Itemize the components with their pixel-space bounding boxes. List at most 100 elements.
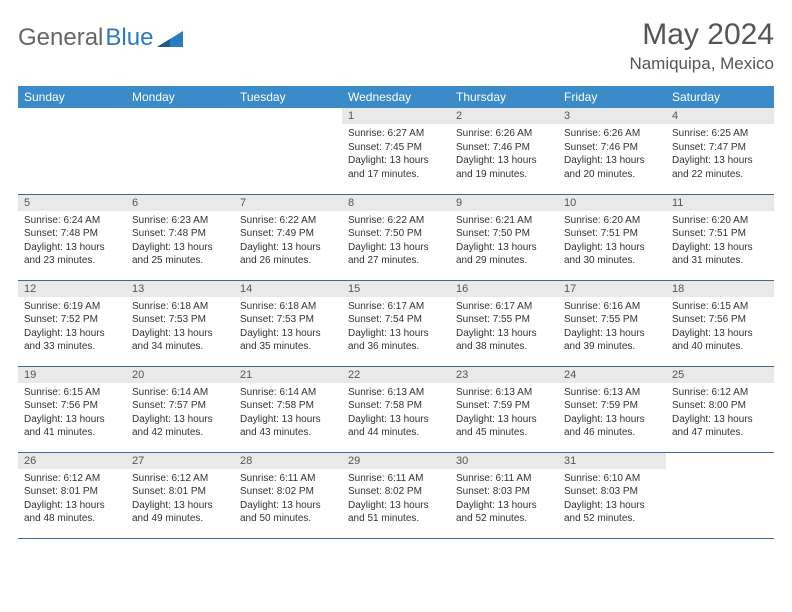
calendar-cell: 13Sunrise: 6:18 AMSunset: 7:53 PMDayligh… bbox=[126, 280, 234, 366]
day-details: Sunrise: 6:20 AMSunset: 7:51 PMDaylight:… bbox=[558, 211, 666, 270]
day-number: 16 bbox=[450, 281, 558, 297]
calendar-cell: 31Sunrise: 6:10 AMSunset: 8:03 PMDayligh… bbox=[558, 452, 666, 538]
calendar-cell: 22Sunrise: 6:13 AMSunset: 7:58 PMDayligh… bbox=[342, 366, 450, 452]
day-header: Saturday bbox=[666, 86, 774, 108]
calendar-cell: 18Sunrise: 6:15 AMSunset: 7:56 PMDayligh… bbox=[666, 280, 774, 366]
day-number bbox=[18, 108, 126, 124]
calendar-week-row: 1Sunrise: 6:27 AMSunset: 7:45 PMDaylight… bbox=[18, 108, 774, 194]
calendar-cell: 23Sunrise: 6:13 AMSunset: 7:59 PMDayligh… bbox=[450, 366, 558, 452]
day-details: Sunrise: 6:11 AMSunset: 8:03 PMDaylight:… bbox=[450, 469, 558, 528]
day-details: Sunrise: 6:11 AMSunset: 8:02 PMDaylight:… bbox=[234, 469, 342, 528]
day-number: 4 bbox=[666, 108, 774, 124]
calendar-cell: 26Sunrise: 6:12 AMSunset: 8:01 PMDayligh… bbox=[18, 452, 126, 538]
day-number: 10 bbox=[558, 195, 666, 211]
day-number: 13 bbox=[126, 281, 234, 297]
month-title: May 2024 bbox=[629, 18, 774, 52]
calendar-cell: 6Sunrise: 6:23 AMSunset: 7:48 PMDaylight… bbox=[126, 194, 234, 280]
calendar-cell: 27Sunrise: 6:12 AMSunset: 8:01 PMDayligh… bbox=[126, 452, 234, 538]
day-number: 14 bbox=[234, 281, 342, 297]
calendar-cell: 2Sunrise: 6:26 AMSunset: 7:46 PMDaylight… bbox=[450, 108, 558, 194]
brand-part2: Blue bbox=[105, 24, 153, 52]
calendar-cell: 25Sunrise: 6:12 AMSunset: 8:00 PMDayligh… bbox=[666, 366, 774, 452]
day-details: Sunrise: 6:13 AMSunset: 7:58 PMDaylight:… bbox=[342, 383, 450, 442]
calendar-cell: 8Sunrise: 6:22 AMSunset: 7:50 PMDaylight… bbox=[342, 194, 450, 280]
calendar-cell: 28Sunrise: 6:11 AMSunset: 8:02 PMDayligh… bbox=[234, 452, 342, 538]
logo-triangle-icon bbox=[157, 29, 183, 47]
day-details: Sunrise: 6:15 AMSunset: 7:56 PMDaylight:… bbox=[666, 297, 774, 356]
day-number: 18 bbox=[666, 281, 774, 297]
calendar-cell: 30Sunrise: 6:11 AMSunset: 8:03 PMDayligh… bbox=[450, 452, 558, 538]
day-number bbox=[666, 453, 774, 469]
day-number: 27 bbox=[126, 453, 234, 469]
calendar-cell: 24Sunrise: 6:13 AMSunset: 7:59 PMDayligh… bbox=[558, 366, 666, 452]
location-subtitle: Namiquipa, Mexico bbox=[629, 54, 774, 74]
day-number: 7 bbox=[234, 195, 342, 211]
day-details: Sunrise: 6:17 AMSunset: 7:55 PMDaylight:… bbox=[450, 297, 558, 356]
day-number: 15 bbox=[342, 281, 450, 297]
day-details: Sunrise: 6:24 AMSunset: 7:48 PMDaylight:… bbox=[18, 211, 126, 270]
day-number: 17 bbox=[558, 281, 666, 297]
day-details: Sunrise: 6:12 AMSunset: 8:01 PMDaylight:… bbox=[126, 469, 234, 528]
day-number: 19 bbox=[18, 367, 126, 383]
day-number bbox=[234, 108, 342, 124]
day-details: Sunrise: 6:13 AMSunset: 7:59 PMDaylight:… bbox=[558, 383, 666, 442]
calendar-cell: 29Sunrise: 6:11 AMSunset: 8:02 PMDayligh… bbox=[342, 452, 450, 538]
day-details: Sunrise: 6:10 AMSunset: 8:03 PMDaylight:… bbox=[558, 469, 666, 528]
calendar-cell: 21Sunrise: 6:14 AMSunset: 7:58 PMDayligh… bbox=[234, 366, 342, 452]
calendar-head: SundayMondayTuesdayWednesdayThursdayFrid… bbox=[18, 86, 774, 108]
day-details: Sunrise: 6:17 AMSunset: 7:54 PMDaylight:… bbox=[342, 297, 450, 356]
day-header: Friday bbox=[558, 86, 666, 108]
calendar-cell: 20Sunrise: 6:14 AMSunset: 7:57 PMDayligh… bbox=[126, 366, 234, 452]
day-details: Sunrise: 6:12 AMSunset: 8:00 PMDaylight:… bbox=[666, 383, 774, 442]
day-number: 21 bbox=[234, 367, 342, 383]
day-number: 26 bbox=[18, 453, 126, 469]
day-details: Sunrise: 6:22 AMSunset: 7:49 PMDaylight:… bbox=[234, 211, 342, 270]
page-header: GeneralBlue May 2024 Namiquipa, Mexico bbox=[18, 18, 774, 74]
day-number: 5 bbox=[18, 195, 126, 211]
day-number: 2 bbox=[450, 108, 558, 124]
day-details: Sunrise: 6:22 AMSunset: 7:50 PMDaylight:… bbox=[342, 211, 450, 270]
calendar-body: 1Sunrise: 6:27 AMSunset: 7:45 PMDaylight… bbox=[18, 108, 774, 538]
calendar-cell bbox=[234, 108, 342, 194]
day-details: Sunrise: 6:25 AMSunset: 7:47 PMDaylight:… bbox=[666, 124, 774, 183]
day-details: Sunrise: 6:11 AMSunset: 8:02 PMDaylight:… bbox=[342, 469, 450, 528]
calendar-cell: 10Sunrise: 6:20 AMSunset: 7:51 PMDayligh… bbox=[558, 194, 666, 280]
day-details: Sunrise: 6:12 AMSunset: 8:01 PMDaylight:… bbox=[18, 469, 126, 528]
day-details: Sunrise: 6:26 AMSunset: 7:46 PMDaylight:… bbox=[450, 124, 558, 183]
calendar-cell: 1Sunrise: 6:27 AMSunset: 7:45 PMDaylight… bbox=[342, 108, 450, 194]
day-details: Sunrise: 6:20 AMSunset: 7:51 PMDaylight:… bbox=[666, 211, 774, 270]
day-header: Thursday bbox=[450, 86, 558, 108]
calendar-cell: 19Sunrise: 6:15 AMSunset: 7:56 PMDayligh… bbox=[18, 366, 126, 452]
calendar-cell: 16Sunrise: 6:17 AMSunset: 7:55 PMDayligh… bbox=[450, 280, 558, 366]
calendar-cell bbox=[126, 108, 234, 194]
day-number: 3 bbox=[558, 108, 666, 124]
brand-part1: General bbox=[18, 24, 103, 52]
calendar-cell: 12Sunrise: 6:19 AMSunset: 7:52 PMDayligh… bbox=[18, 280, 126, 366]
day-number bbox=[126, 108, 234, 124]
day-details: Sunrise: 6:13 AMSunset: 7:59 PMDaylight:… bbox=[450, 383, 558, 442]
brand-logo: GeneralBlue bbox=[18, 24, 183, 52]
day-details: Sunrise: 6:16 AMSunset: 7:55 PMDaylight:… bbox=[558, 297, 666, 356]
calendar-cell: 11Sunrise: 6:20 AMSunset: 7:51 PMDayligh… bbox=[666, 194, 774, 280]
day-number: 12 bbox=[18, 281, 126, 297]
day-number: 1 bbox=[342, 108, 450, 124]
day-number: 8 bbox=[342, 195, 450, 211]
calendar-cell: 14Sunrise: 6:18 AMSunset: 7:53 PMDayligh… bbox=[234, 280, 342, 366]
day-details: Sunrise: 6:23 AMSunset: 7:48 PMDaylight:… bbox=[126, 211, 234, 270]
day-header: Sunday bbox=[18, 86, 126, 108]
calendar-cell: 5Sunrise: 6:24 AMSunset: 7:48 PMDaylight… bbox=[18, 194, 126, 280]
day-details: Sunrise: 6:19 AMSunset: 7:52 PMDaylight:… bbox=[18, 297, 126, 356]
day-number: 9 bbox=[450, 195, 558, 211]
day-details: Sunrise: 6:26 AMSunset: 7:46 PMDaylight:… bbox=[558, 124, 666, 183]
calendar-cell: 15Sunrise: 6:17 AMSunset: 7:54 PMDayligh… bbox=[342, 280, 450, 366]
day-header: Monday bbox=[126, 86, 234, 108]
calendar-cell: 4Sunrise: 6:25 AMSunset: 7:47 PMDaylight… bbox=[666, 108, 774, 194]
day-details: Sunrise: 6:15 AMSunset: 7:56 PMDaylight:… bbox=[18, 383, 126, 442]
day-details: Sunrise: 6:27 AMSunset: 7:45 PMDaylight:… bbox=[342, 124, 450, 183]
day-number: 11 bbox=[666, 195, 774, 211]
day-number: 30 bbox=[450, 453, 558, 469]
calendar-cell bbox=[666, 452, 774, 538]
day-number: 20 bbox=[126, 367, 234, 383]
day-number: 29 bbox=[342, 453, 450, 469]
calendar-week-row: 26Sunrise: 6:12 AMSunset: 8:01 PMDayligh… bbox=[18, 452, 774, 538]
